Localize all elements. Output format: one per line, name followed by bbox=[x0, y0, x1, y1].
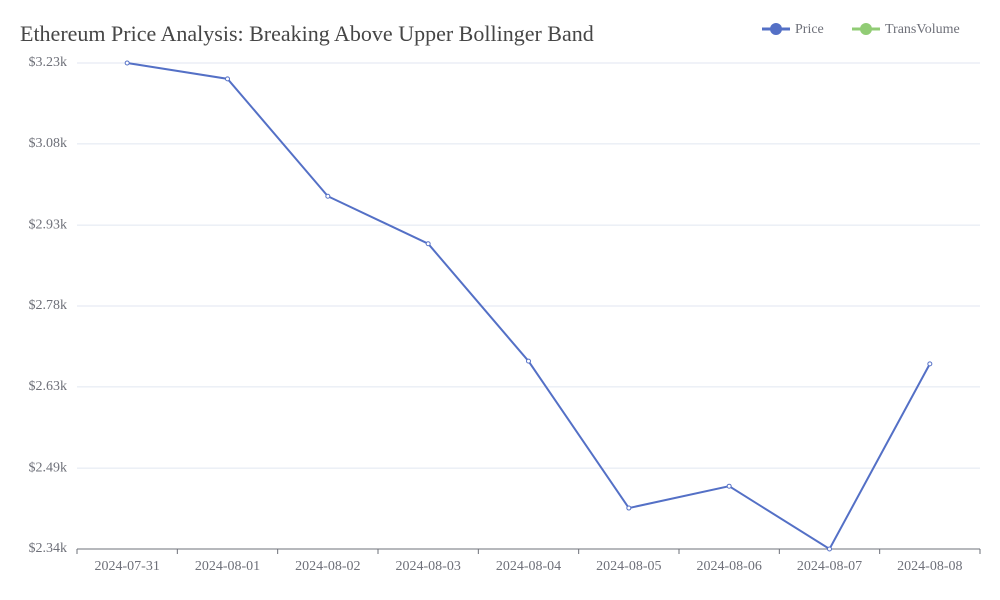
legend-label: Price bbox=[795, 22, 824, 37]
chart-title: Ethereum Price Analysis: Breaking Above … bbox=[20, 21, 594, 46]
point bbox=[626, 505, 632, 511]
y-tick-label: $2.63k bbox=[29, 379, 68, 394]
point bbox=[726, 483, 732, 489]
y-tick-label: $3.08k bbox=[29, 136, 68, 151]
x-tick-label: 2024-08-02 bbox=[295, 559, 360, 574]
point bbox=[124, 60, 130, 66]
point bbox=[425, 241, 431, 247]
x-tick-label: 2024-08-04 bbox=[496, 559, 561, 574]
x-tick-label: 2024-08-07 bbox=[797, 559, 862, 574]
y-tick-label: $2.78k bbox=[29, 298, 68, 313]
point bbox=[225, 76, 230, 82]
legend-label: TransVolume bbox=[885, 22, 960, 37]
x-tick-label: 2024-08-03 bbox=[396, 559, 461, 574]
x-tick-label: 2024-08-06 bbox=[697, 559, 762, 574]
x-tick-label: 2024-08-05 bbox=[596, 559, 661, 574]
y-tick-label: $3.23k bbox=[29, 55, 68, 70]
point bbox=[827, 546, 832, 552]
point bbox=[927, 361, 933, 367]
point bbox=[526, 358, 531, 364]
legend-swatch-dot bbox=[860, 23, 872, 35]
y-tick-label: $2.34k bbox=[29, 541, 68, 556]
point bbox=[325, 193, 331, 199]
legend-swatch-dot bbox=[770, 23, 782, 35]
x-tick-label: 2024-08-01 bbox=[195, 559, 260, 574]
y-tick-label: $2.93k bbox=[29, 217, 68, 232]
y-tick-label: $2.49k bbox=[29, 460, 68, 475]
x-tick-label: 2024-08-08 bbox=[897, 559, 962, 574]
x-tick-label: 2024-07-31 bbox=[95, 559, 160, 574]
